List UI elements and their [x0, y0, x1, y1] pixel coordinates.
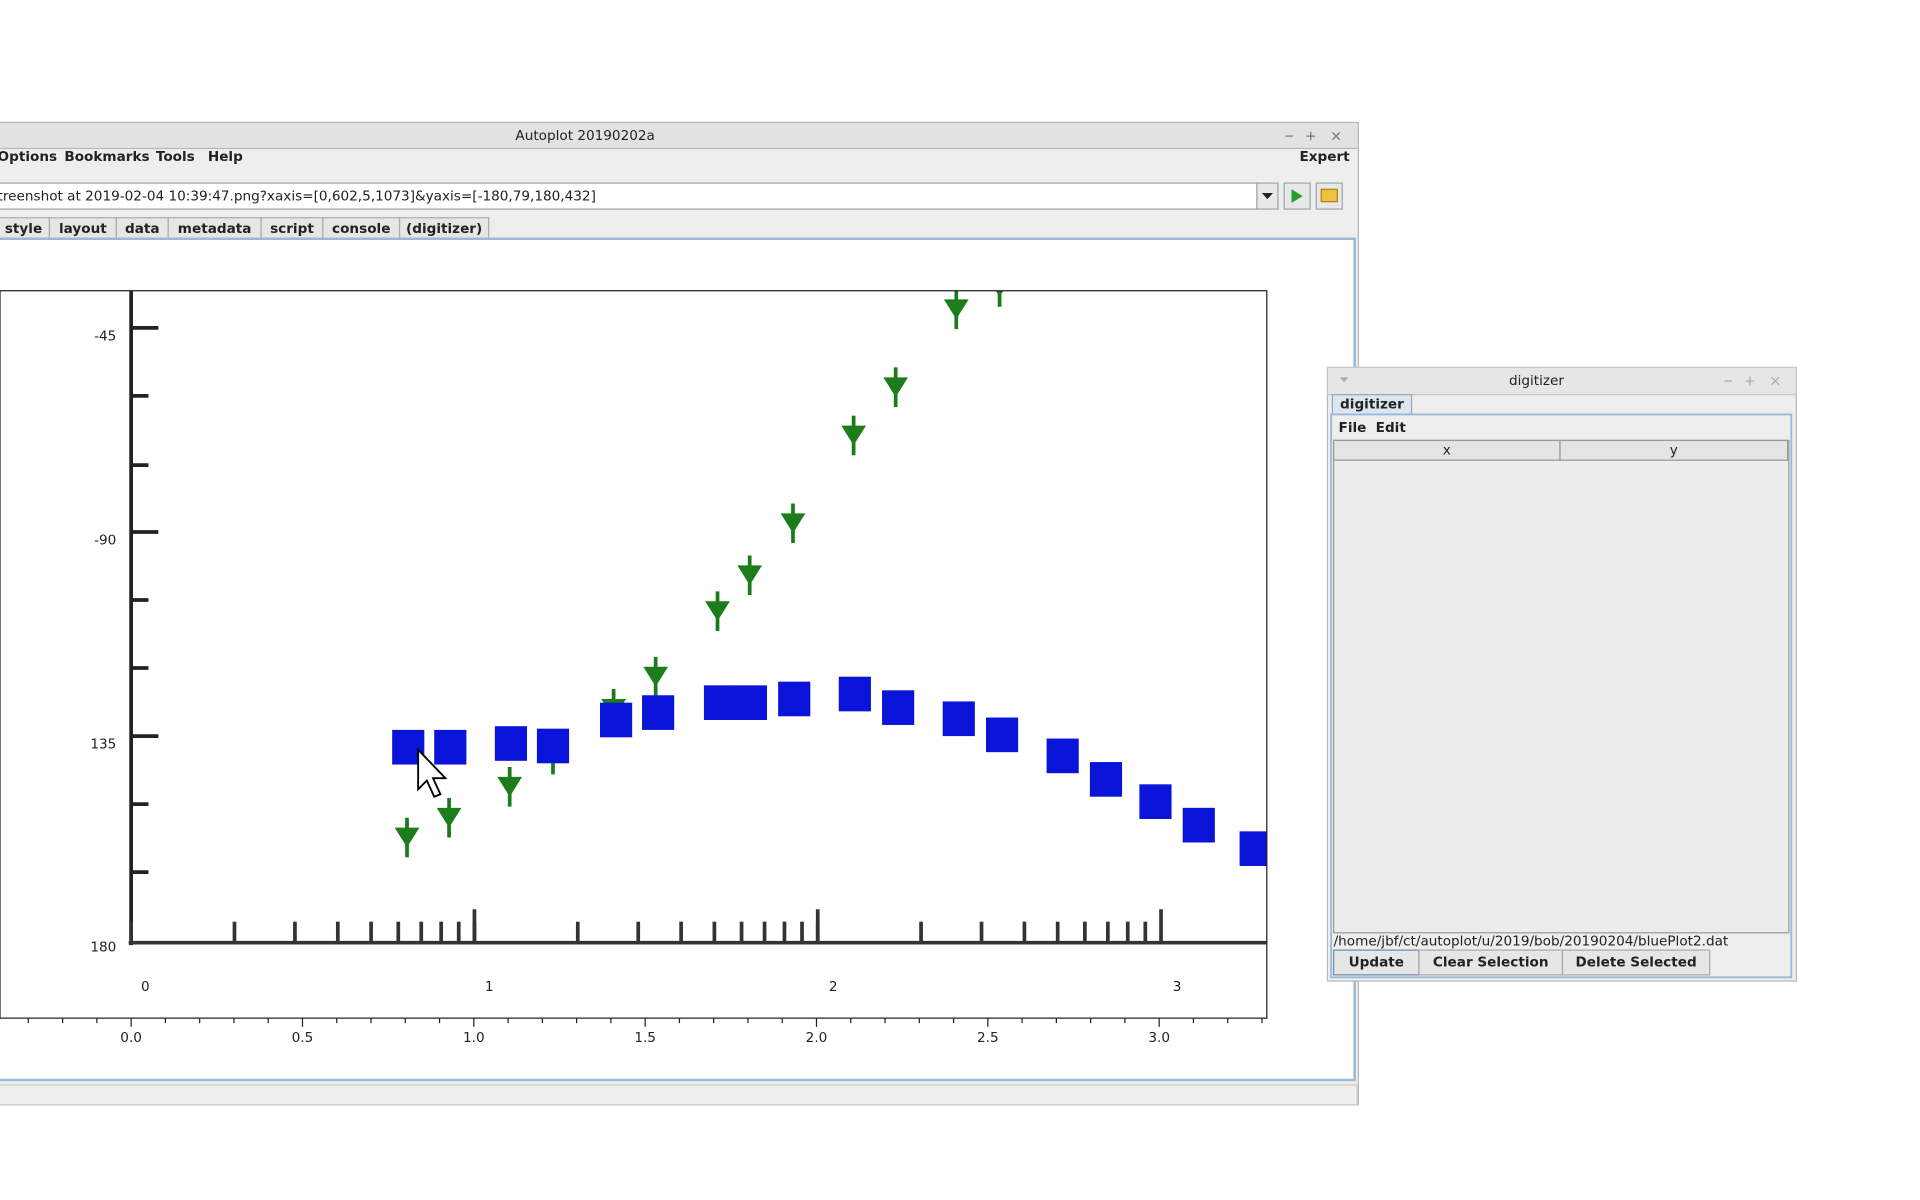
- square-marker: [642, 695, 675, 730]
- menu-item[interactable]: Tools: [156, 149, 195, 165]
- column-header-label[interactable]: x: [1443, 442, 1451, 458]
- square-marker: [838, 676, 871, 712]
- go-button[interactable]: [1283, 182, 1311, 210]
- tab-label[interactable]: script: [270, 221, 314, 237]
- column-header-label[interactable]: y: [1670, 442, 1678, 458]
- square-marker: [536, 728, 570, 764]
- triangle-marker: [780, 513, 806, 534]
- dropdown-arrow: [1261, 192, 1273, 200]
- digitizer-title-bar: [1326, 366, 1797, 396]
- x-tick-label: 2.5: [977, 1030, 999, 1046]
- square-marker: [494, 726, 528, 761]
- button-label[interactable]: Clear Selection: [1433, 954, 1549, 970]
- image-x-label-exp: 1: [485, 979, 494, 995]
- x-tick-label: 0.5: [292, 1030, 314, 1046]
- image-x-label-base: 10: [72, 1016, 89, 1032]
- triangle-marker: [497, 776, 523, 797]
- close-icon[interactable]: [1771, 376, 1780, 386]
- square-marker: [942, 701, 975, 737]
- button[interactable]: [1418, 949, 1564, 976]
- image-y-label: 180: [90, 940, 116, 956]
- table-body: [1332, 439, 1790, 934]
- menu-item[interactable]: Help: [208, 149, 243, 165]
- triangle-marker: [705, 601, 730, 622]
- tab-label[interactable]: style: [5, 221, 42, 237]
- tab-label[interactable]: console: [332, 221, 390, 237]
- tab-panel: [0, 237, 1356, 1082]
- menu-item[interactable]: Options: [0, 149, 57, 165]
- square-marker: [1089, 762, 1123, 797]
- title-bar: [0, 121, 1359, 150]
- maximize-icon[interactable]: [1745, 376, 1755, 386]
- square-marker: [434, 729, 467, 765]
- file-path: /home/jbf/ct/autoplot/u/2019/bob/2019020…: [1334, 933, 1729, 949]
- image-x-label-base: 10: [1104, 1016, 1121, 1032]
- x-tick-label: 3.0: [1148, 1030, 1170, 1046]
- square-marker: [734, 685, 768, 720]
- button[interactable]: [1561, 949, 1711, 976]
- url-field[interactable]: [0, 182, 1258, 210]
- image-x-label-base: 10: [760, 1016, 777, 1032]
- url-text[interactable]: treenshot at 2019-02-04 10:39:47.png?xax…: [0, 189, 596, 205]
- digitizer-title: digitizer: [1509, 373, 1564, 389]
- triangle-marker: [943, 299, 969, 320]
- square-marker: [703, 685, 737, 720]
- image-x-label-exp: 3: [1173, 979, 1182, 995]
- plot-frame: [0, 290, 1268, 1019]
- x-tick-label: 2.0: [806, 1030, 828, 1046]
- x-tick-label: 1.0: [463, 1030, 485, 1046]
- x-tick-label: 0.0: [120, 1030, 142, 1046]
- triangle-marker: [883, 377, 909, 398]
- triangle-marker: [394, 827, 420, 848]
- menu-item[interactable]: Edit: [1376, 420, 1407, 436]
- square-marker: [985, 717, 1019, 753]
- square-marker: [1182, 807, 1215, 843]
- tab-label[interactable]: data: [125, 221, 160, 237]
- menu-item[interactable]: File: [1339, 420, 1367, 436]
- menu-item[interactable]: Bookmarks: [64, 149, 149, 165]
- window-title: Autoplot 20190202a: [515, 128, 654, 144]
- square-marker: [600, 702, 633, 738]
- tab-label[interactable]: layout: [59, 221, 107, 237]
- square-marker: [1239, 831, 1267, 866]
- triangle-marker: [643, 666, 669, 687]
- x-tick-label: 1.5: [634, 1030, 656, 1046]
- square-marker: [1139, 784, 1172, 819]
- status-bar: [0, 1084, 1358, 1106]
- window-menu-icon: [1339, 377, 1349, 383]
- close-icon[interactable]: [1331, 131, 1341, 141]
- tab-label[interactable]: metadata: [178, 221, 252, 237]
- square-marker: [778, 681, 811, 717]
- image-y-label: -90: [94, 533, 116, 549]
- triangle-marker: [737, 565, 763, 586]
- image-x-label-exp: 0: [141, 979, 150, 995]
- image-x-label-exp: 2: [829, 979, 838, 995]
- expert-button[interactable]: Expert: [1299, 149, 1350, 165]
- plot-image: -45 -90 135 180 10 0 10 1 10 2 10 3: [72, 290, 1267, 1032]
- column-header[interactable]: [1559, 439, 1789, 461]
- square-marker: [1046, 738, 1079, 774]
- maximize-icon[interactable]: [1306, 131, 1316, 141]
- button-label[interactable]: Delete Selected: [1575, 954, 1696, 970]
- image-x-label-base: 10: [416, 1016, 433, 1032]
- square-marker: [882, 690, 915, 725]
- triangle-marker: [995, 290, 1004, 297]
- mouse-cursor: [417, 747, 448, 798]
- go-icon: [1291, 189, 1303, 203]
- triangle-marker: [436, 807, 462, 828]
- image-y-label: 135: [90, 737, 116, 753]
- digitizer-tab-label[interactable]: digitizer: [1340, 397, 1404, 413]
- folder-icon: [1320, 188, 1338, 203]
- image-y-label: -45: [94, 328, 116, 344]
- button[interactable]: [1332, 949, 1420, 976]
- tab-label[interactable]: (digitizer): [406, 221, 482, 237]
- triangle-marker: [841, 425, 866, 446]
- button-label[interactable]: Update: [1349, 954, 1404, 970]
